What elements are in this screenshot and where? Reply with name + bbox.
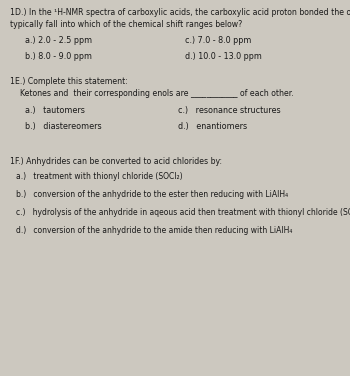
Text: d.)   conversion of the anhydride to the amide then reducing with LiAlH₄: d.) conversion of the anhydride to the a…	[16, 226, 292, 235]
Text: typically fall into which of the chemical shift ranges below?: typically fall into which of the chemica…	[10, 20, 242, 29]
Text: b.)   conversion of the anhydride to the ester then reducing with LiAlH₄: b.) conversion of the anhydride to the e…	[16, 190, 288, 199]
Text: b.) 8.0 - 9.0 ppm: b.) 8.0 - 9.0 ppm	[25, 52, 92, 61]
Text: d.) 10.0 - 13.0 ppm: d.) 10.0 - 13.0 ppm	[185, 52, 262, 61]
Text: a.) 2.0 - 2.5 ppm: a.) 2.0 - 2.5 ppm	[25, 36, 92, 45]
Text: c.)   hydrolysis of the anhydride in aqeous acid then treatment with thionyl chl: c.) hydrolysis of the anhydride in aqeou…	[16, 208, 350, 217]
Text: d.)   enantiomers: d.) enantiomers	[178, 122, 247, 131]
Text: 1F.) Anhydrides can be converted to acid chlorides by:: 1F.) Anhydrides can be converted to acid…	[10, 157, 222, 166]
Text: 1D.) In the ¹H-NMR spectra of carboxylic acids, the carboxylic acid proton bonde: 1D.) In the ¹H-NMR spectra of carboxylic…	[10, 8, 350, 17]
Text: 1E.) Complete this statement:: 1E.) Complete this statement:	[10, 77, 128, 86]
Text: c.)   resonance structures: c.) resonance structures	[178, 106, 281, 115]
Text: a.)   tautomers: a.) tautomers	[25, 106, 85, 115]
Text: a.)   treatment with thionyl chloride (SOCl₂): a.) treatment with thionyl chloride (SOC…	[16, 172, 183, 181]
Text: b.)   diastereomers: b.) diastereomers	[25, 122, 101, 131]
Text: Ketones and  their corresponding enols are ____________ of each other.: Ketones and their corresponding enols ar…	[20, 89, 294, 98]
Text: c.) 7.0 - 8.0 ppm: c.) 7.0 - 8.0 ppm	[185, 36, 251, 45]
